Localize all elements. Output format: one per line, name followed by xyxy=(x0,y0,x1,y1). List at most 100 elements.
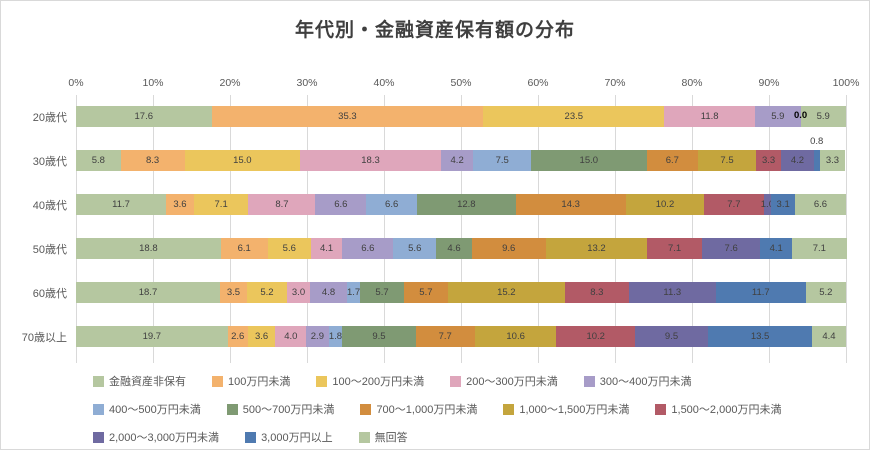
legend-label: 100万円未満 xyxy=(228,376,291,388)
bar-segment-label: 4.1 xyxy=(320,243,334,254)
x-axis-tick-label: 0% xyxy=(68,77,84,89)
legend-item: 金融資産非保有 xyxy=(93,373,186,389)
bar-track: 17.6 35.3 23.5 11.8 5.9 5.9 0.0 xyxy=(76,106,846,127)
y-axis-label: 30歳代 xyxy=(32,156,67,168)
legend-item: 100万円未満 xyxy=(212,373,290,389)
bar-segment-label: 5.2 xyxy=(819,287,833,298)
bar-segment: 8.7 xyxy=(248,194,316,215)
bar-segment: 4.4 xyxy=(812,326,846,347)
bar-segment-label: 9.5 xyxy=(664,331,679,342)
legend-swatch xyxy=(212,375,223,387)
bar-segment-label: 3.5 xyxy=(226,287,241,298)
x-axis-tick-label: 100% xyxy=(832,77,860,89)
bar-row: 19.7 2.6 3.6 4.0 2.9 1.8 9.5 7.7 10.6 10.2 9.5 13.5… xyxy=(76,315,846,359)
bar-segment-label: 6.6 xyxy=(334,199,348,210)
bar-segment-label: 5.6 xyxy=(282,243,296,254)
bar-segment-label: 9.6 xyxy=(502,243,516,254)
bar-segment: 2.6 xyxy=(227,326,248,347)
bar-segment-label: 13.2 xyxy=(587,243,606,254)
bar-segment-label: 5.9 xyxy=(816,111,830,122)
bar-segment: 3.1 xyxy=(771,194,796,215)
legend-label: 500〜700万円未満 xyxy=(242,404,335,416)
y-axis-label: 40歳代 xyxy=(32,200,67,212)
legend-label: 200〜300万円未満 xyxy=(466,376,558,388)
bar-segment: 5.9 xyxy=(800,106,846,127)
bar-segment-label: 3.6 xyxy=(254,331,269,342)
bar-segment-label: 9.5 xyxy=(372,331,386,342)
bar-segment-label: 15.0 xyxy=(233,155,252,166)
legend-item: 2,000〜3,000万円未満 xyxy=(93,429,219,445)
legend-item: 1,500〜2,000万円未満 xyxy=(655,401,781,417)
bar-segment: 7.7 xyxy=(415,326,475,347)
bar-row: 11.7 3.6 7.1 8.7 6.6 6.6 12.8 14.3 10.2 7.7 1.0 3.1… xyxy=(76,183,846,227)
legend-item: 100〜200万円未満 xyxy=(316,373,424,389)
bar-segment: 9.6 xyxy=(471,238,546,259)
bar-segment: 11.7 xyxy=(76,194,167,215)
bar-segment-label: 5.2 xyxy=(260,287,274,298)
bar-segment: 11.3 xyxy=(628,282,716,303)
bar-segment-label: 6.6 xyxy=(385,199,399,210)
bar-annotation: 0.0 xyxy=(793,110,808,121)
bar-segment: 35.3 xyxy=(211,106,484,127)
bar-segment-label: 7.5 xyxy=(720,155,734,166)
bar-segment: 6.6 xyxy=(366,194,418,215)
bar-segment: 7.7 xyxy=(704,194,764,215)
gridline xyxy=(692,95,693,363)
legend-label: 3,000万円以上 xyxy=(261,432,333,444)
bar-segment-label: 8.3 xyxy=(590,287,604,298)
bar-segment-label: 1.7 xyxy=(346,287,361,298)
bar-segment: 8.3 xyxy=(564,282,629,303)
bar-segment-label: 10.2 xyxy=(655,199,675,210)
bar-segment-label: 11.3 xyxy=(663,287,682,298)
chart: 0% 10% 20% 30% 40% 50% 60% 70% 80% 90% 100% 17.6 35… xyxy=(68,77,859,363)
legend-item: 200〜300万円未満 xyxy=(450,373,558,389)
bar-segment: 7.1 xyxy=(647,238,702,259)
legend-label: 100〜200万円未満 xyxy=(332,376,425,388)
bar-segment-label: 5.9 xyxy=(771,111,785,122)
x-axis-tick-label: 60% xyxy=(527,77,549,89)
x-axis-tick-label: 30% xyxy=(296,77,318,89)
bar-segment: 5.6 xyxy=(393,238,437,259)
bar-segment: 18.8 xyxy=(76,238,221,259)
bar-segment-label: 1.0 xyxy=(760,199,774,210)
legend-item: 400〜500万円未満 xyxy=(93,401,201,417)
x-axis-tick-label: 90% xyxy=(758,77,780,89)
bar-annotation: 0.8 xyxy=(810,136,824,147)
bar-segment-label: 6.6 xyxy=(813,199,828,210)
bar-segment: 14.3 xyxy=(515,194,626,215)
bar-segment-label: 5.8 xyxy=(91,155,105,166)
bar-segment-label: 4.8 xyxy=(321,287,336,298)
bar-segment: 6.1 xyxy=(220,238,268,259)
bar-segment: 19.7 xyxy=(76,326,228,347)
bar-segment: 12.8 xyxy=(417,194,516,215)
bar-segment: 7.1 xyxy=(791,238,847,259)
legend-item: 300〜400万円未満 xyxy=(583,373,692,389)
gridline xyxy=(307,95,308,363)
bar-segment: 23.5 xyxy=(483,106,665,127)
bar-segment-label: 2.9 xyxy=(310,331,324,342)
gridline xyxy=(76,95,77,363)
bar-segment-label: 11.7 xyxy=(751,287,770,298)
legend-swatch xyxy=(93,403,104,415)
bar-segment: 3.6 xyxy=(166,194,194,215)
bar-segment-label: 11.8 xyxy=(700,111,719,122)
bar-segment: 3.3 xyxy=(819,150,846,171)
bar-segment-label: 4.2 xyxy=(450,155,464,166)
bar-segment-label: 15.2 xyxy=(497,287,516,298)
legend-swatch xyxy=(655,403,667,415)
bar-segment-label: 3.6 xyxy=(173,199,187,210)
bar-track: 19.7 2.6 3.6 4.0 2.9 1.8 9.5 7.7 10.6 10.2 9.5 13.5… xyxy=(76,326,846,347)
bar-segment: 7.5 xyxy=(473,150,532,171)
bar-segment: 3.6 xyxy=(247,326,276,347)
y-axis-label: 20歳代 xyxy=(32,112,67,124)
bar-segment-label: 18.7 xyxy=(138,287,158,298)
bar-segment-label: 6.7 xyxy=(665,155,679,166)
legend-swatch xyxy=(226,403,238,415)
bar-segment: 18.7 xyxy=(76,282,220,303)
legend-label: 2,000〜3,000万円未満 xyxy=(109,432,220,444)
bar-segment: 3.3 xyxy=(755,150,782,171)
legend-swatch xyxy=(583,375,595,387)
bar-segment-label: 7.1 xyxy=(812,243,826,254)
bar-segment-label: 4.6 xyxy=(447,243,461,254)
